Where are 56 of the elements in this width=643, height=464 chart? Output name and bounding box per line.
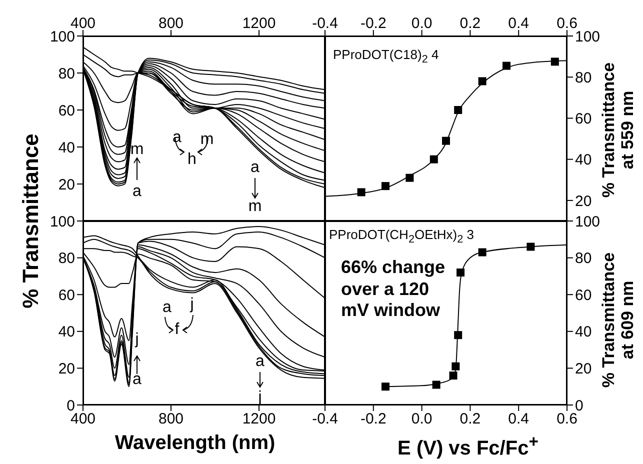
x-tick-label: 0.4: [508, 410, 530, 428]
y-tick-label: 60: [575, 286, 592, 304]
x-tick-label: 800: [158, 410, 184, 428]
y-tick-label: 0: [575, 397, 584, 414]
x-tick-label: -0.2: [360, 15, 386, 32]
annotation: a: [132, 371, 142, 388]
annotation: h: [188, 151, 196, 168]
annotation: f: [174, 321, 180, 338]
annotation: a: [162, 299, 172, 316]
annotation: a: [172, 129, 182, 146]
x-tick-label: 0.2: [460, 15, 481, 32]
y-tick-label: 60: [58, 286, 75, 304]
x-tick-label: 1200: [242, 15, 276, 32]
annotation: a: [256, 353, 264, 370]
y-tick-label: 80: [58, 65, 75, 82]
y-tick-label: 20: [575, 192, 592, 210]
y-tick-label: 40: [575, 152, 592, 169]
x-tick-label: 800: [158, 15, 184, 32]
y-tick-label: 80: [575, 250, 592, 268]
y-tick-label: 40: [575, 324, 592, 341]
x-tick-label: -0.4: [312, 15, 338, 32]
y-tick-label: 100: [575, 213, 600, 230]
y-tick-label: 80: [58, 250, 75, 268]
annotation: a: [132, 183, 142, 200]
x-tick-label: 0.0: [411, 15, 432, 32]
annotation: m: [130, 141, 144, 158]
x-tick-label: -0.2: [360, 410, 386, 428]
x-tick-label: 1200: [242, 410, 276, 428]
y-axis-title: % Transmittance: [18, 134, 42, 308]
x-axis-title: Wavelength (nm): [114, 432, 276, 455]
y-axis-title: % Transmittance at 559 nm: [599, 61, 637, 200]
annotation: j: [135, 331, 139, 348]
y-tick-label: 80: [575, 69, 592, 86]
y-tick-label: 100: [575, 28, 600, 46]
annotation: a: [250, 159, 260, 176]
x-axis-title: E (V) vs Fc/Fc$^{+}$: [396, 432, 540, 461]
y-tick-label: 20: [58, 360, 75, 378]
annotation: j: [190, 296, 194, 313]
annotation: PProDOT(C18)$_{2}$ 4: [333, 47, 440, 67]
annotation: PProDOT(CH$_{2}$OEtHx)$_{2}$ 3: [329, 227, 475, 247]
x-tick-label: 0.6: [556, 410, 578, 428]
y-tick-label: 20: [58, 176, 75, 194]
x-tick-label: 0.4: [508, 15, 530, 32]
x-tick-label: 0.2: [460, 410, 481, 428]
y-tick-label: 100: [50, 213, 75, 230]
y-tick-label: 60: [58, 102, 75, 120]
y-axis-title: % Transmittance at 609 nm: [599, 251, 637, 390]
y-tick-label: 40: [58, 324, 75, 341]
annotation: 66% change over a 120 mV window: [341, 257, 446, 322]
annotation: m: [248, 198, 262, 215]
x-tick-label: -0.4: [312, 410, 338, 428]
y-tick-label: 60: [575, 110, 592, 128]
y-tick-label: 40: [58, 139, 75, 156]
x-tick-label: 0.6: [556, 15, 578, 32]
y-tick-label: 20: [575, 360, 592, 378]
x-tick-label: 0.0: [411, 410, 432, 428]
